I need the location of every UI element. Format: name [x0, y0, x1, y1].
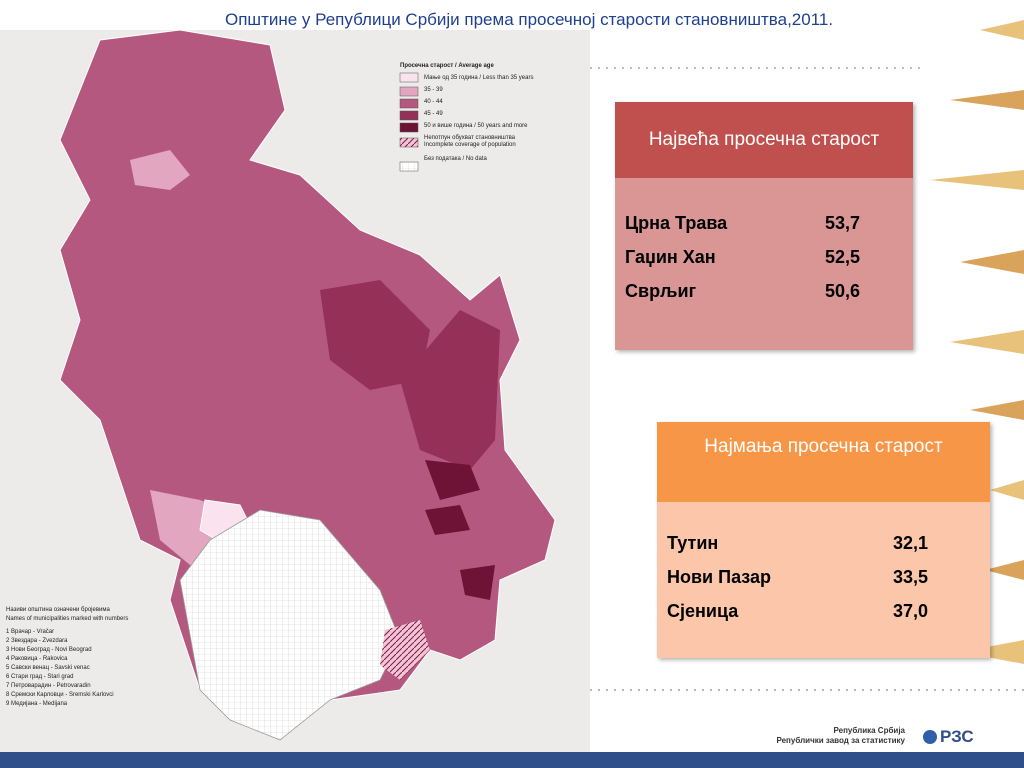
- darkest-region: [425, 505, 470, 535]
- table-row: Гаџин Хан 52,5: [625, 240, 913, 274]
- legend-item: 45 - 49: [424, 111, 443, 117]
- cell-value: 53,7: [825, 212, 861, 233]
- note-item: 8 Сремски Карловци - Sremski Karlovci: [6, 692, 114, 698]
- footer-line: Република Србија: [833, 726, 905, 735]
- legend-swatch: [399, 110, 419, 121]
- cell-name: Сврљиг: [625, 280, 697, 301]
- legend-title: Просечна старост / Average age: [400, 63, 494, 69]
- note-item: 1 Врачар - Vračar: [6, 629, 55, 635]
- pencils: [930, 20, 1024, 664]
- table-row: Сјеница 37,0: [667, 594, 990, 628]
- footer-text: Република Србија Републички завод за ста…: [760, 726, 905, 746]
- map-legend: Просечна старост / Average age Мање од 3…: [400, 60, 533, 165]
- legend-item: Incomplete coverage of population: [424, 142, 516, 148]
- cell-value: 52,5: [825, 246, 861, 267]
- legend-swatch: [399, 98, 419, 109]
- table-row: Црна Трава 53,7: [625, 206, 913, 240]
- table-row: Сврљиг 50,6: [625, 274, 913, 308]
- table-row: Тутин 32,1: [667, 526, 990, 560]
- legend-item: 40 - 44: [424, 99, 443, 105]
- legend-swatch: [399, 72, 419, 83]
- incomplete-region: [380, 620, 430, 680]
- dark-region: [320, 280, 430, 390]
- cell-value: 50,6: [825, 280, 861, 301]
- note-title: Names of municipalities marked with numb…: [6, 616, 129, 622]
- note-item: 3 Нови Београд - Novi Beograd: [6, 647, 92, 653]
- cell-name: Црна Трава: [625, 212, 728, 233]
- table-header: Најмања просечна старост: [657, 422, 990, 502]
- note-item: 7 Петроварадин - Petrovaradin: [6, 683, 91, 689]
- footer-line: Републички завод за статистику: [776, 736, 905, 745]
- names-note: Називи општина означени бројевима Names …: [6, 606, 128, 709]
- legend-item: Мање од 35 година / Less than 35 years: [424, 75, 534, 81]
- legend-item: Непотпун обухват становништва: [424, 135, 516, 141]
- dark-region: [400, 310, 500, 470]
- darkest-region: [460, 565, 495, 600]
- table-highest: Највећа просечна старост Црна Трава 53,7 …: [615, 102, 913, 350]
- light-region: [130, 150, 190, 190]
- logo-text: РЗС: [940, 727, 974, 746]
- logo-mark: [923, 730, 937, 744]
- cell-name: Гаџин Хан: [625, 246, 716, 267]
- table-row: Нови Пазар 33,5: [667, 560, 990, 594]
- note-item: 6 Стари град - Stari grad: [6, 674, 74, 680]
- legend-swatch: [399, 86, 419, 97]
- cell-value: 33,5: [893, 566, 929, 587]
- legend-swatch: [399, 161, 419, 172]
- serbia-map: [59, 29, 556, 741]
- legend-item: Без података / No data: [424, 156, 487, 162]
- cell-value: 37,0: [893, 600, 929, 621]
- note-item: 2 Звездара - Zvezdara: [6, 638, 68, 644]
- note-item: 9 Медијана - Medijana: [6, 701, 68, 707]
- cell-name: Нови Пазар: [667, 566, 772, 587]
- cell-name: Сјеница: [667, 600, 739, 621]
- cell-value: 32,1: [893, 532, 929, 553]
- note-item: 5 Савски венац - Savski venac: [6, 665, 90, 671]
- table-header: Највећа просечна старост: [615, 102, 913, 178]
- bottom-bar: [0, 752, 1024, 768]
- table-lowest: Најмања просечна старост Тутин 32,1 Нови …: [657, 422, 990, 658]
- legend-swatch: [399, 137, 419, 148]
- legend-item: 35 - 39: [424, 87, 443, 93]
- note-item: 4 Раковица - Rakovica: [6, 656, 68, 662]
- cell-name: Тутин: [667, 532, 719, 553]
- darkest-region: [425, 460, 480, 500]
- note-title: Називи општина означени бројевима: [6, 607, 110, 613]
- legend-item: 50 и више година / 50 years and more: [424, 123, 528, 129]
- slide-title: Општине у Републици Србији према просечн…: [225, 10, 834, 29]
- legend-swatch: [399, 122, 419, 133]
